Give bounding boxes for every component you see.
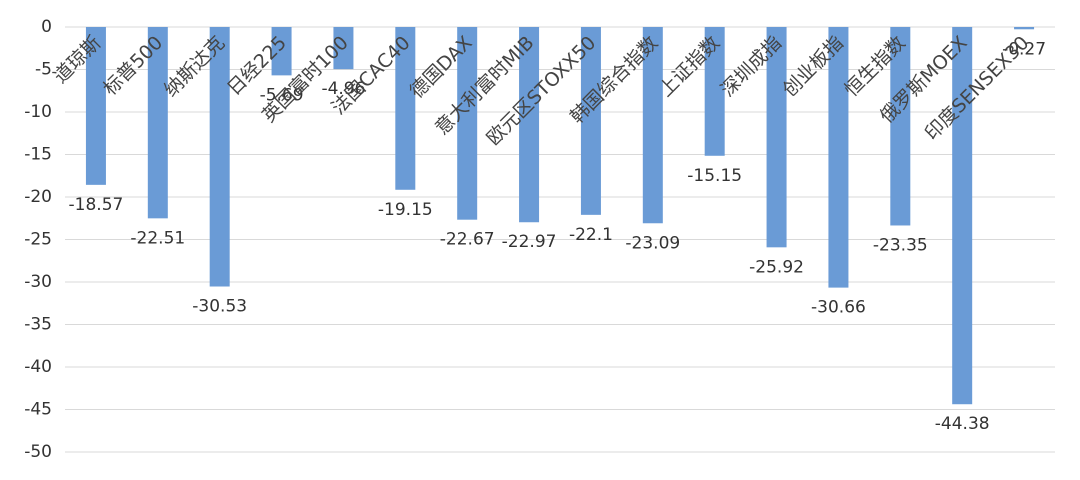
y-tick-label: -5	[35, 60, 52, 80]
bar	[85, 27, 106, 185]
bar	[580, 27, 601, 215]
y-tick-label: -45	[24, 400, 52, 420]
data-label: -4.96	[321, 79, 365, 99]
bar	[519, 27, 540, 223]
data-label: -44.38	[935, 414, 990, 434]
data-label: -22.97	[502, 232, 557, 252]
y-tick-label: -30	[24, 272, 52, 292]
y-tick-label: -35	[24, 315, 52, 335]
bar	[1014, 27, 1035, 30]
data-label: -15.15	[687, 166, 742, 186]
data-label: -22.67	[440, 230, 495, 250]
bar	[209, 27, 230, 287]
data-label: -18.57	[69, 195, 124, 215]
data-label: -30.53	[192, 297, 247, 317]
bar	[766, 27, 787, 248]
y-tick-label: -10	[24, 102, 52, 122]
data-label: -22.1	[569, 225, 613, 245]
bar	[333, 27, 354, 70]
data-label: -25.92	[749, 257, 804, 277]
data-label: -30.66	[811, 298, 866, 318]
data-label: -23.35	[873, 235, 928, 255]
bar	[952, 27, 973, 405]
bar	[395, 27, 416, 190]
data-label: -5.69	[260, 85, 304, 105]
bar	[828, 27, 849, 288]
bar	[271, 27, 292, 76]
data-label: -0.27	[1002, 39, 1046, 59]
y-tick-label: -25	[24, 230, 52, 250]
data-label: -19.15	[378, 200, 433, 220]
bar	[457, 27, 478, 220]
y-tick-label: -20	[24, 187, 52, 207]
x-tick-label: 印度SENSEX30	[921, 32, 1034, 145]
bar	[642, 27, 663, 224]
y-tick-label: -15	[24, 145, 52, 165]
bar	[890, 27, 911, 226]
bar	[147, 27, 168, 219]
y-tick-label: -50	[24, 442, 52, 462]
y-tick-label: -40	[24, 357, 52, 377]
data-label: -23.09	[625, 233, 680, 253]
bar	[704, 27, 725, 156]
y-tick-label: 0	[41, 17, 52, 37]
data-label: -22.51	[130, 228, 185, 248]
